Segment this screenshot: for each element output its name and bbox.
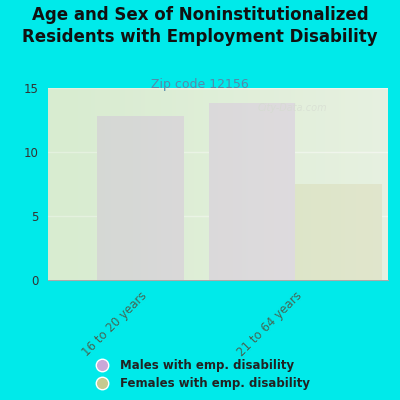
Bar — [295, 184, 382, 280]
Legend: Males with emp. disability, Females with emp. disability: Males with emp. disability, Females with… — [90, 359, 310, 390]
Bar — [98, 116, 184, 280]
Text: Zip code 12156: Zip code 12156 — [151, 78, 249, 91]
Text: Age and Sex of Noninstitutionalized
Residents with Employment Disability: Age and Sex of Noninstitutionalized Resi… — [22, 6, 378, 46]
Text: City-Data.com: City-Data.com — [258, 103, 328, 113]
Bar — [209, 103, 295, 280]
